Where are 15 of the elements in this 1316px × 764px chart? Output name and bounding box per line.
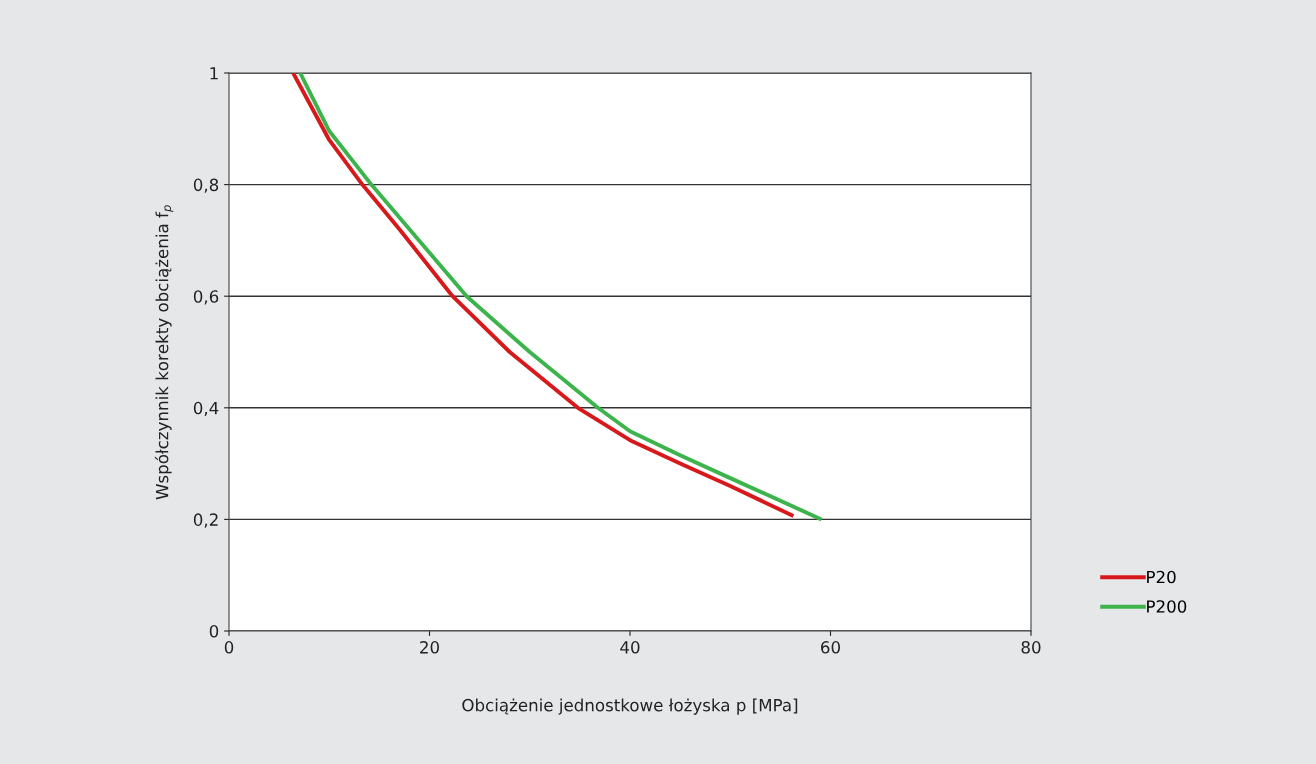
x-tick-label: 0 bbox=[224, 641, 234, 654]
legend-label: P20 bbox=[1147, 570, 1176, 584]
x-tick-label: 80 bbox=[1021, 641, 1041, 654]
x-tick-label: 40 bbox=[620, 641, 640, 654]
legend-label: P200 bbox=[1147, 600, 1187, 613]
y-tick-label: 0,8 bbox=[193, 178, 219, 193]
x-axis-title: Obciążenie jednostkowe łożyska p [MPa] bbox=[462, 698, 798, 715]
y-tick-label: 0,6 bbox=[193, 290, 219, 305]
y-tick-label: 1 bbox=[210, 67, 218, 80]
y-tick-label: 0,4 bbox=[193, 401, 219, 417]
y-axis-title: Współczynnik korekty obciążenia f$_{p}$ bbox=[154, 205, 174, 500]
x-tick-label: 20 bbox=[420, 641, 439, 654]
x-tick-label: 60 bbox=[821, 641, 840, 654]
y-tick-label: 0,2 bbox=[193, 513, 218, 528]
y-tick-label: 0 bbox=[209, 624, 219, 638]
